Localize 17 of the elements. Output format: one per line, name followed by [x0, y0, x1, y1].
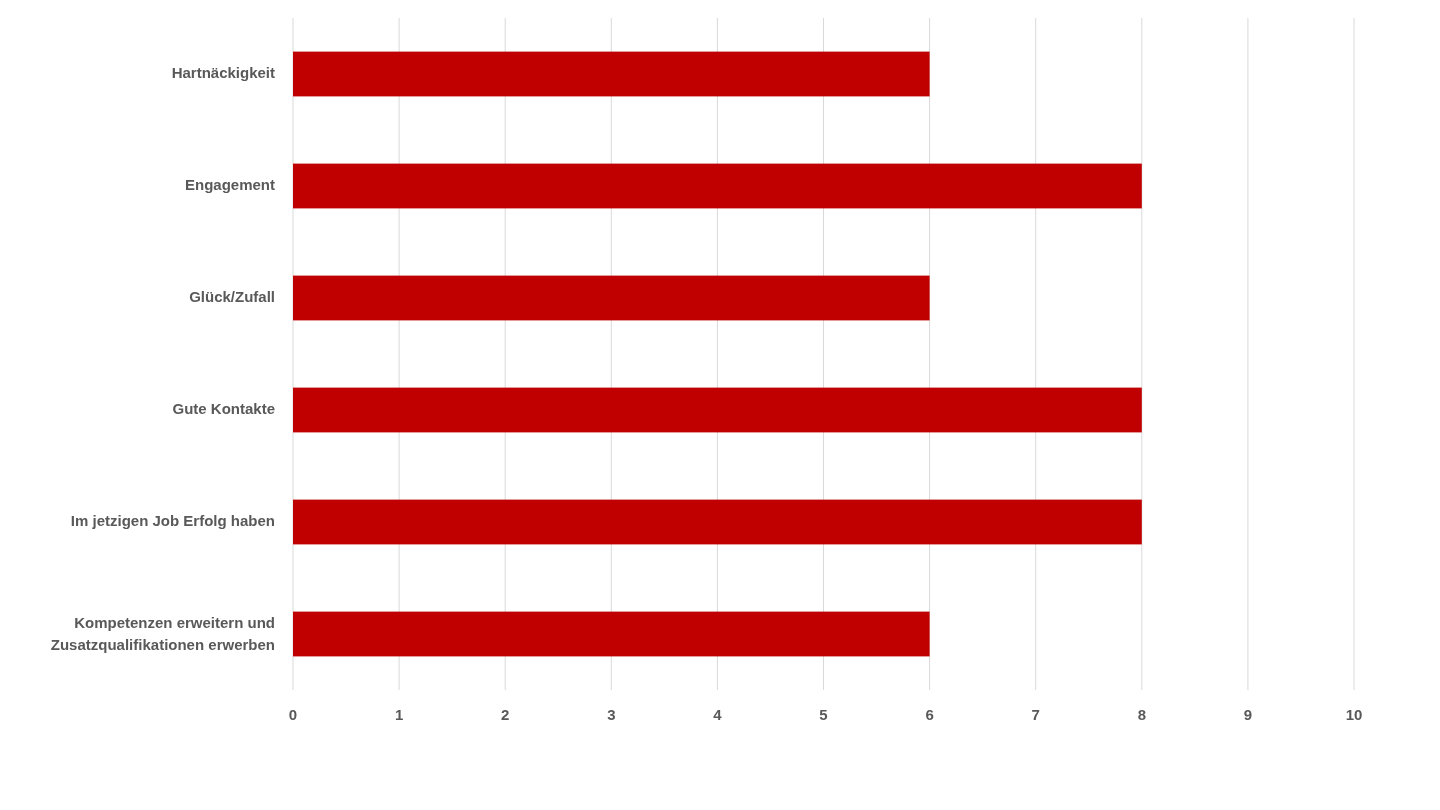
x-tick-label: 2: [501, 706, 510, 723]
x-tick-label: 1: [394, 706, 404, 723]
x-tick-label: 10: [1345, 706, 1363, 723]
x-tick-label: 4: [713, 706, 723, 723]
y-tick-label: Glück/Zufall: [189, 287, 275, 305]
y-tick-label: Engagement: [184, 175, 275, 193]
x-tick-label: 0: [288, 706, 298, 723]
x-tick-label: 9: [1243, 706, 1253, 723]
y-tick-label: Im jetzigen Job Erfolg haben: [70, 511, 275, 529]
y-tick-label: Gute Kontakte: [172, 399, 275, 417]
y-tick-label: Hartnäckigkeit: [171, 63, 275, 81]
y-tick-label: Kompetenzen erweitern und Zusatzqualifikationen erwerben: [50, 613, 275, 653]
x-tick-label: 3: [607, 706, 616, 723]
x-tick-label: 6: [925, 706, 934, 723]
x-tick-label: 5: [819, 706, 828, 723]
x-tick-label: 8: [1137, 706, 1146, 723]
x-tick-label: 7: [1031, 706, 1040, 723]
